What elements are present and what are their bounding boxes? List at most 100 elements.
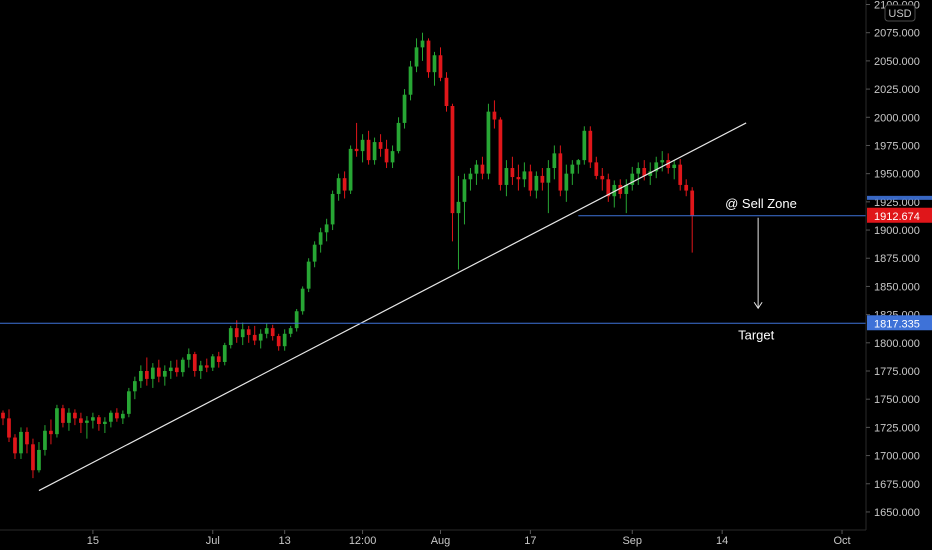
x-tick-label: 13 bbox=[279, 535, 291, 547]
candle-body bbox=[498, 119, 503, 185]
candle-body bbox=[294, 311, 299, 329]
candle-body bbox=[630, 173, 635, 185]
candle-body bbox=[480, 164, 485, 174]
candle-body bbox=[432, 55, 437, 73]
candle-body bbox=[534, 175, 539, 191]
candle-body bbox=[132, 381, 137, 392]
candle-body bbox=[288, 328, 293, 334]
candle-body bbox=[264, 328, 269, 334]
candle-body bbox=[186, 354, 191, 360]
candle-body bbox=[528, 171, 533, 191]
candle-body bbox=[636, 168, 641, 174]
y-tick-label: 2025.000 bbox=[874, 84, 920, 96]
candle-body bbox=[468, 173, 473, 180]
y-tick-label: 1850.000 bbox=[874, 281, 920, 293]
candle-body bbox=[336, 178, 341, 194]
candle-body bbox=[103, 421, 107, 424]
y-tick-label: 1725.000 bbox=[874, 422, 920, 434]
candle-body bbox=[228, 328, 233, 346]
x-tick-label: 14 bbox=[716, 535, 728, 547]
candle-body bbox=[19, 431, 23, 454]
candle-body bbox=[49, 430, 53, 435]
candle-body bbox=[67, 412, 71, 423]
candle-body bbox=[180, 359, 185, 373]
x-tick-label: 15 bbox=[87, 535, 99, 547]
candle-body bbox=[486, 111, 491, 174]
candle-body bbox=[246, 329, 251, 335]
candle-body bbox=[168, 367, 173, 371]
candle-body bbox=[312, 244, 317, 262]
candle-body bbox=[396, 122, 401, 152]
x-tick-label: Oct bbox=[833, 535, 850, 547]
candle-body bbox=[31, 444, 35, 471]
candle-body bbox=[318, 232, 323, 245]
candle-body bbox=[126, 391, 131, 414]
candle-body bbox=[240, 329, 245, 338]
drawings-layer: @ Sell Zone Target bbox=[0, 122, 866, 492]
candle-body bbox=[408, 66, 413, 95]
currency-label: USD bbox=[888, 8, 911, 20]
time-axis[interactable]: 15 Jul 13 12:00 Aug 17 Sep 14 Oct bbox=[87, 530, 851, 547]
candle-body bbox=[546, 168, 551, 183]
x-tick-label: Jul bbox=[206, 535, 220, 547]
candle-body bbox=[43, 430, 47, 450]
x-tick-label: Sep bbox=[622, 535, 642, 547]
candle-body bbox=[570, 164, 575, 174]
candle-body bbox=[378, 142, 383, 149]
candle-body bbox=[270, 328, 275, 337]
current-price-label: 1912.674 bbox=[874, 211, 920, 223]
candle-body bbox=[115, 412, 119, 419]
candle-body bbox=[162, 371, 167, 377]
x-tick-label: 17 bbox=[524, 535, 536, 547]
candle-body bbox=[210, 356, 215, 368]
candle-body bbox=[492, 111, 497, 120]
candle-body bbox=[372, 142, 377, 161]
candle-body bbox=[648, 171, 653, 176]
candle-body bbox=[61, 408, 65, 423]
candle-body bbox=[462, 179, 467, 202]
candle-body bbox=[606, 179, 611, 197]
candle-body bbox=[582, 130, 587, 161]
candle-body bbox=[306, 261, 311, 289]
y-tick-label: 1675.000 bbox=[874, 479, 920, 491]
candle-body bbox=[252, 334, 257, 341]
candle-body bbox=[426, 40, 431, 73]
candle-body bbox=[91, 417, 95, 421]
candle-body bbox=[13, 437, 17, 454]
candle-body bbox=[474, 164, 479, 174]
y-tick-label: 2075.000 bbox=[874, 28, 920, 40]
candle-body bbox=[324, 224, 329, 233]
candle-body bbox=[97, 417, 101, 424]
sell-zone-price-marker bbox=[867, 195, 932, 200]
candle-body bbox=[558, 153, 563, 191]
candle-body bbox=[204, 365, 209, 368]
y-tick-label: 1875.000 bbox=[874, 253, 920, 265]
candle-body bbox=[276, 336, 281, 347]
sell-zone-label: @ Sell Zone bbox=[725, 196, 797, 211]
candle-body bbox=[642, 168, 647, 176]
y-tick-label: 1700.000 bbox=[874, 451, 920, 463]
y-tick-label: 1650.000 bbox=[874, 507, 920, 519]
y-tick-label: 1900.000 bbox=[874, 225, 920, 237]
candle-body bbox=[672, 164, 677, 169]
candle-body bbox=[390, 151, 395, 163]
y-tick-label: 1775.000 bbox=[874, 366, 920, 378]
candle-body bbox=[144, 371, 149, 379]
candle-body bbox=[282, 333, 287, 347]
currency-badge[interactable]: USD bbox=[884, 4, 916, 22]
candle-body bbox=[342, 178, 347, 191]
candle-body bbox=[690, 190, 695, 216]
candle-body bbox=[1, 412, 5, 419]
candle-body bbox=[456, 201, 461, 214]
candle-body bbox=[594, 162, 599, 176]
candle-body bbox=[684, 184, 689, 191]
candle-body bbox=[330, 193, 335, 225]
candle-body bbox=[552, 153, 557, 169]
price-axis[interactable]: 2100.0002075.0002050.0002025.0002000.000… bbox=[866, 0, 932, 519]
candle-body bbox=[600, 175, 605, 180]
candle-body bbox=[384, 148, 389, 163]
candle-body bbox=[624, 184, 629, 194]
candle-body bbox=[174, 367, 179, 373]
